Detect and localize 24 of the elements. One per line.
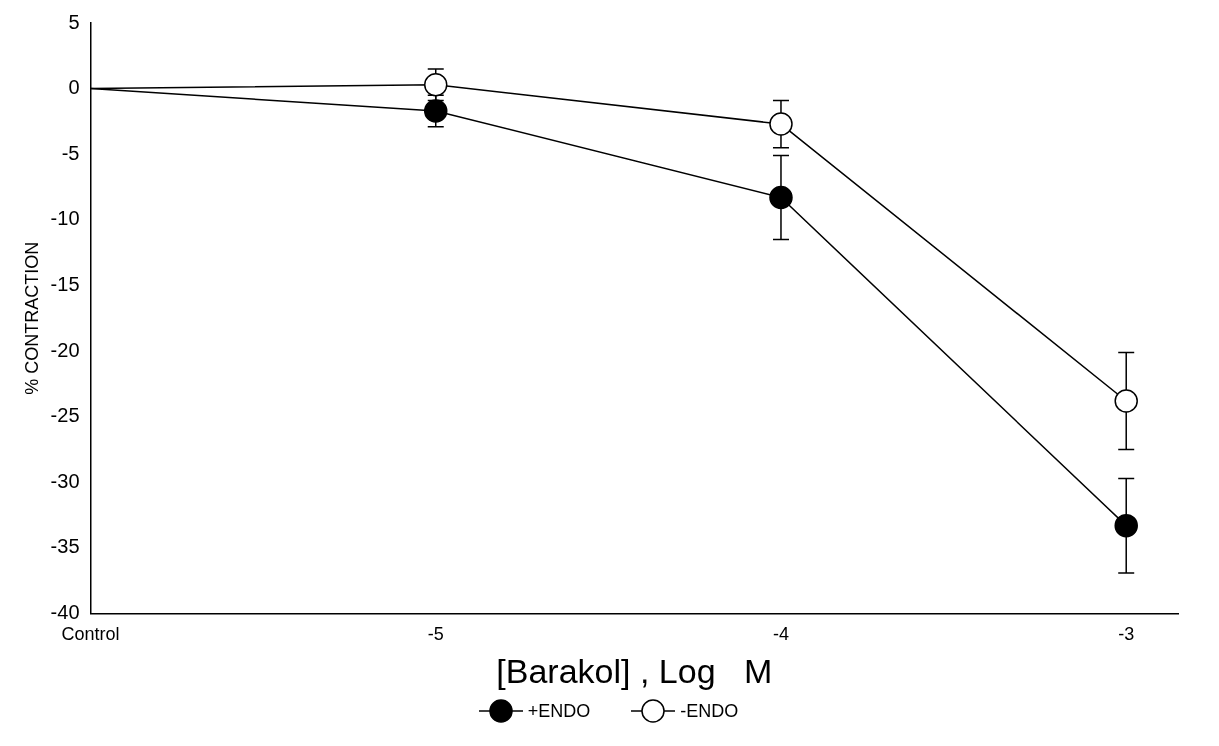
x-tick-label: -3 xyxy=(1118,624,1135,645)
legend-label: -ENDO xyxy=(680,700,739,722)
y-tick-label: 0 xyxy=(68,76,80,99)
y-tick-label: -30 xyxy=(50,469,80,492)
legend-label: +ENDO xyxy=(527,700,591,722)
y-tick-label: -10 xyxy=(50,207,80,230)
x-axis-title: [Barakol] , Log M xyxy=(496,651,773,690)
x-tick-label: -5 xyxy=(427,624,444,645)
point xyxy=(1114,513,1138,538)
y-axis-title: % CONTRACTION xyxy=(21,241,42,395)
point xyxy=(1114,389,1138,413)
y-tick-label: -5 xyxy=(61,141,80,164)
y-tick-label: -15 xyxy=(50,273,80,295)
point xyxy=(423,99,448,123)
x-tick-label: -4 xyxy=(772,624,789,645)
y-tick-label: 5 xyxy=(68,10,80,33)
point xyxy=(423,72,448,97)
point xyxy=(769,112,793,136)
x-tick-label: Control xyxy=(61,624,120,645)
y-tick-label: -40 xyxy=(50,601,80,624)
point xyxy=(769,185,793,210)
y-tick-label: -25 xyxy=(50,404,80,427)
y-tick-label: -35 xyxy=(50,535,80,558)
y-tick-label: -20 xyxy=(50,338,80,361)
